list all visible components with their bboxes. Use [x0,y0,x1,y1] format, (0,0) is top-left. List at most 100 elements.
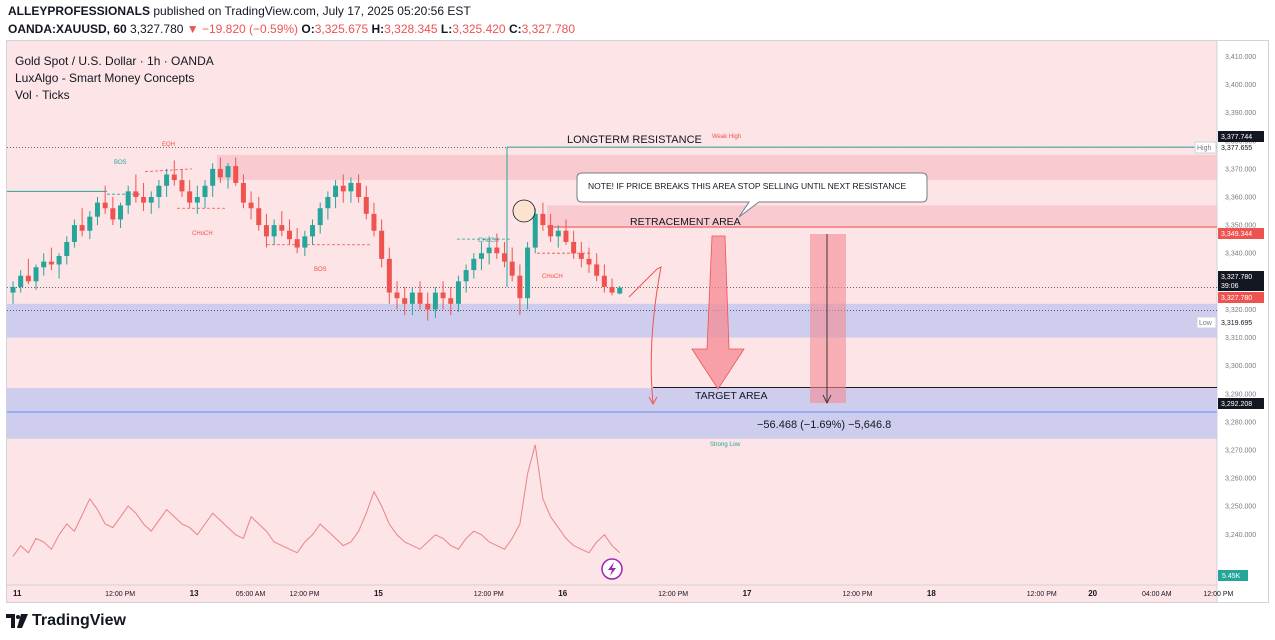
x-tick-label: 12:00 PM [289,591,319,598]
note-text: NOTE! IF PRICE BREAKS THIS AREA STOP SEL… [588,181,907,191]
candle [601,264,607,293]
tag-last-box [1218,271,1264,291]
candle [256,196,262,231]
candle [56,253,62,279]
candle [171,160,177,186]
candle [217,157,223,183]
y-tick-label: 3,310.000 [1225,335,1256,342]
candle-body [417,292,423,304]
candle [571,230,577,259]
note-callout[interactable]: NOTE! IF PRICE BREAKS THIS AREA STOP SEL… [576,172,928,218]
chart-svg[interactable]: 3,410.0003,400.0003,390.0003,380.0003,37… [7,41,1268,602]
low-tag: Low [1199,320,1213,327]
candle [409,286,415,316]
tag-3349-344: 3,349.344 [1221,231,1252,238]
replay-icon[interactable] [601,558,623,580]
tag-3319-695: 3,319.695 [1221,320,1252,327]
o-value: 3,325.675 [314,22,369,36]
x-tick-label: 12:00 PM [1203,591,1233,598]
candle [586,247,592,273]
candle [164,168,170,197]
candle [248,191,254,220]
candle [187,180,193,209]
footer-brand[interactable]: TradingView [6,612,126,630]
candle-body [302,236,308,248]
publisher-name: ALLEYPROFESSIONALS [8,4,151,18]
candle [594,253,600,282]
last-price: 3,327.780 [130,22,184,36]
volume-layer [12,444,621,557]
x-tick-label: 04:00 AM [1142,591,1172,598]
candle [233,157,239,186]
candle-body [440,292,446,299]
candle [125,185,131,214]
tag-last-red: 3,327.780 [1221,295,1252,302]
levels-layer [7,146,1217,413]
candle-body [248,202,254,209]
candle [286,219,292,245]
candle-body [210,168,216,186]
candle-body [110,208,116,220]
down-arrow-drawing [691,235,745,390]
y-tick-label: 3,290.000 [1225,391,1256,398]
candle [202,180,208,209]
candle-body [194,196,200,203]
candle-body [363,196,369,214]
candle-body [601,275,607,287]
candle [532,208,538,254]
x-tick-label: 17 [743,589,752,598]
candle-body [325,196,331,209]
zones-layer [7,154,1217,439]
published-text: published on TradingView.com, July 17, 2… [150,4,471,18]
candle-body [286,230,292,240]
x-tick-label: 12:00 PM [658,591,688,598]
tag-3377-744: 3,377.744 [1221,134,1252,141]
candle [118,202,124,228]
eqh-dash [144,168,193,173]
candle-body [563,230,569,242]
candle [555,225,561,248]
measure-box [810,234,846,403]
candle-body [525,247,531,299]
y-tick-label: 3,390.000 [1225,110,1256,117]
candle-body [179,180,185,192]
candle [41,253,47,276]
candle-body [79,225,85,231]
candle-body [586,258,592,265]
y-tick-label: 3,250.000 [1225,504,1256,511]
candle-body [448,298,454,304]
retracement-zone [547,205,1217,228]
strong-low-label: Strong Low [710,442,741,448]
candle [548,213,554,242]
tag-3377-655: 3,377.655 [1221,145,1252,152]
candle [133,174,139,203]
legend-indicator: LuxAlgo - Smart Money Concepts [15,71,194,85]
candle-body [187,191,193,203]
y-tick-label: 3,280.000 [1225,419,1256,426]
candle-body [486,247,492,254]
measure-label: −56.468 (−1.69%) −5,646.8 [757,419,891,431]
chart-panel[interactable]: 3,410.0003,400.0003,390.0003,380.0003,37… [6,40,1269,603]
candle [578,241,584,268]
candle [194,185,200,214]
candle-body [171,174,177,181]
candle-body [271,225,277,237]
candle [225,163,231,189]
vol-badge-box [1218,570,1248,581]
candle [371,202,377,237]
candle [478,241,484,271]
candle-body [279,225,285,231]
candle [525,241,531,310]
change-value: ▼ −19.820 (−0.59%) [186,22,299,36]
candle [502,241,508,268]
candle [486,236,492,265]
candle-body [263,225,269,237]
candle [394,281,400,310]
candle [617,285,623,295]
candle [263,213,269,248]
candle-body [609,286,615,293]
target-zone [7,388,1217,439]
l-label: L: [440,22,453,36]
publish-line: ALLEYPROFESSIONALS published on TradingV… [8,4,471,18]
candle-body [225,166,231,178]
